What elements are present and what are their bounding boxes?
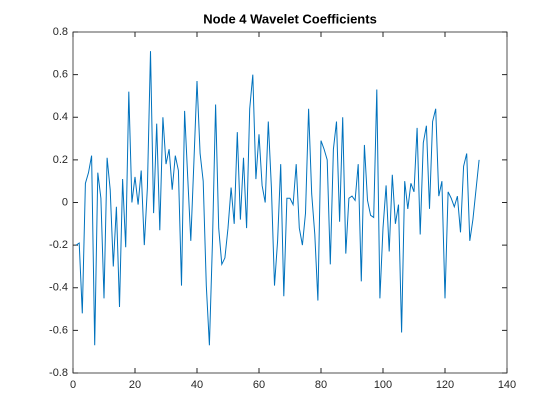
x-tick-label: 20	[129, 379, 141, 391]
y-tick-label: 0.6	[53, 69, 68, 81]
y-tick-label: 0.2	[53, 154, 68, 166]
x-tick-label: 100	[374, 379, 392, 391]
y-tick-label: -0.8	[49, 367, 68, 379]
x-tick-label: 80	[315, 379, 327, 391]
x-tick-label: 0	[70, 379, 76, 391]
y-tick-label: 0.4	[53, 111, 68, 123]
plot-frame	[72, 31, 508, 374]
x-tick-label: 60	[253, 379, 265, 391]
y-tick-label: -0.4	[49, 282, 68, 294]
x-tick-label: 40	[191, 379, 203, 391]
y-tick-label: 0	[62, 196, 68, 208]
y-tick-label: 0.8	[53, 26, 68, 38]
y-tick-label: -0.6	[49, 324, 68, 336]
x-tick-label: 120	[436, 379, 454, 391]
y-tick-label: -0.2	[49, 239, 68, 251]
chart-title: Node 4 Wavelet Coefficients	[203, 11, 377, 26]
x-tick-label: 140	[498, 379, 516, 391]
data-line	[75, 51, 480, 346]
